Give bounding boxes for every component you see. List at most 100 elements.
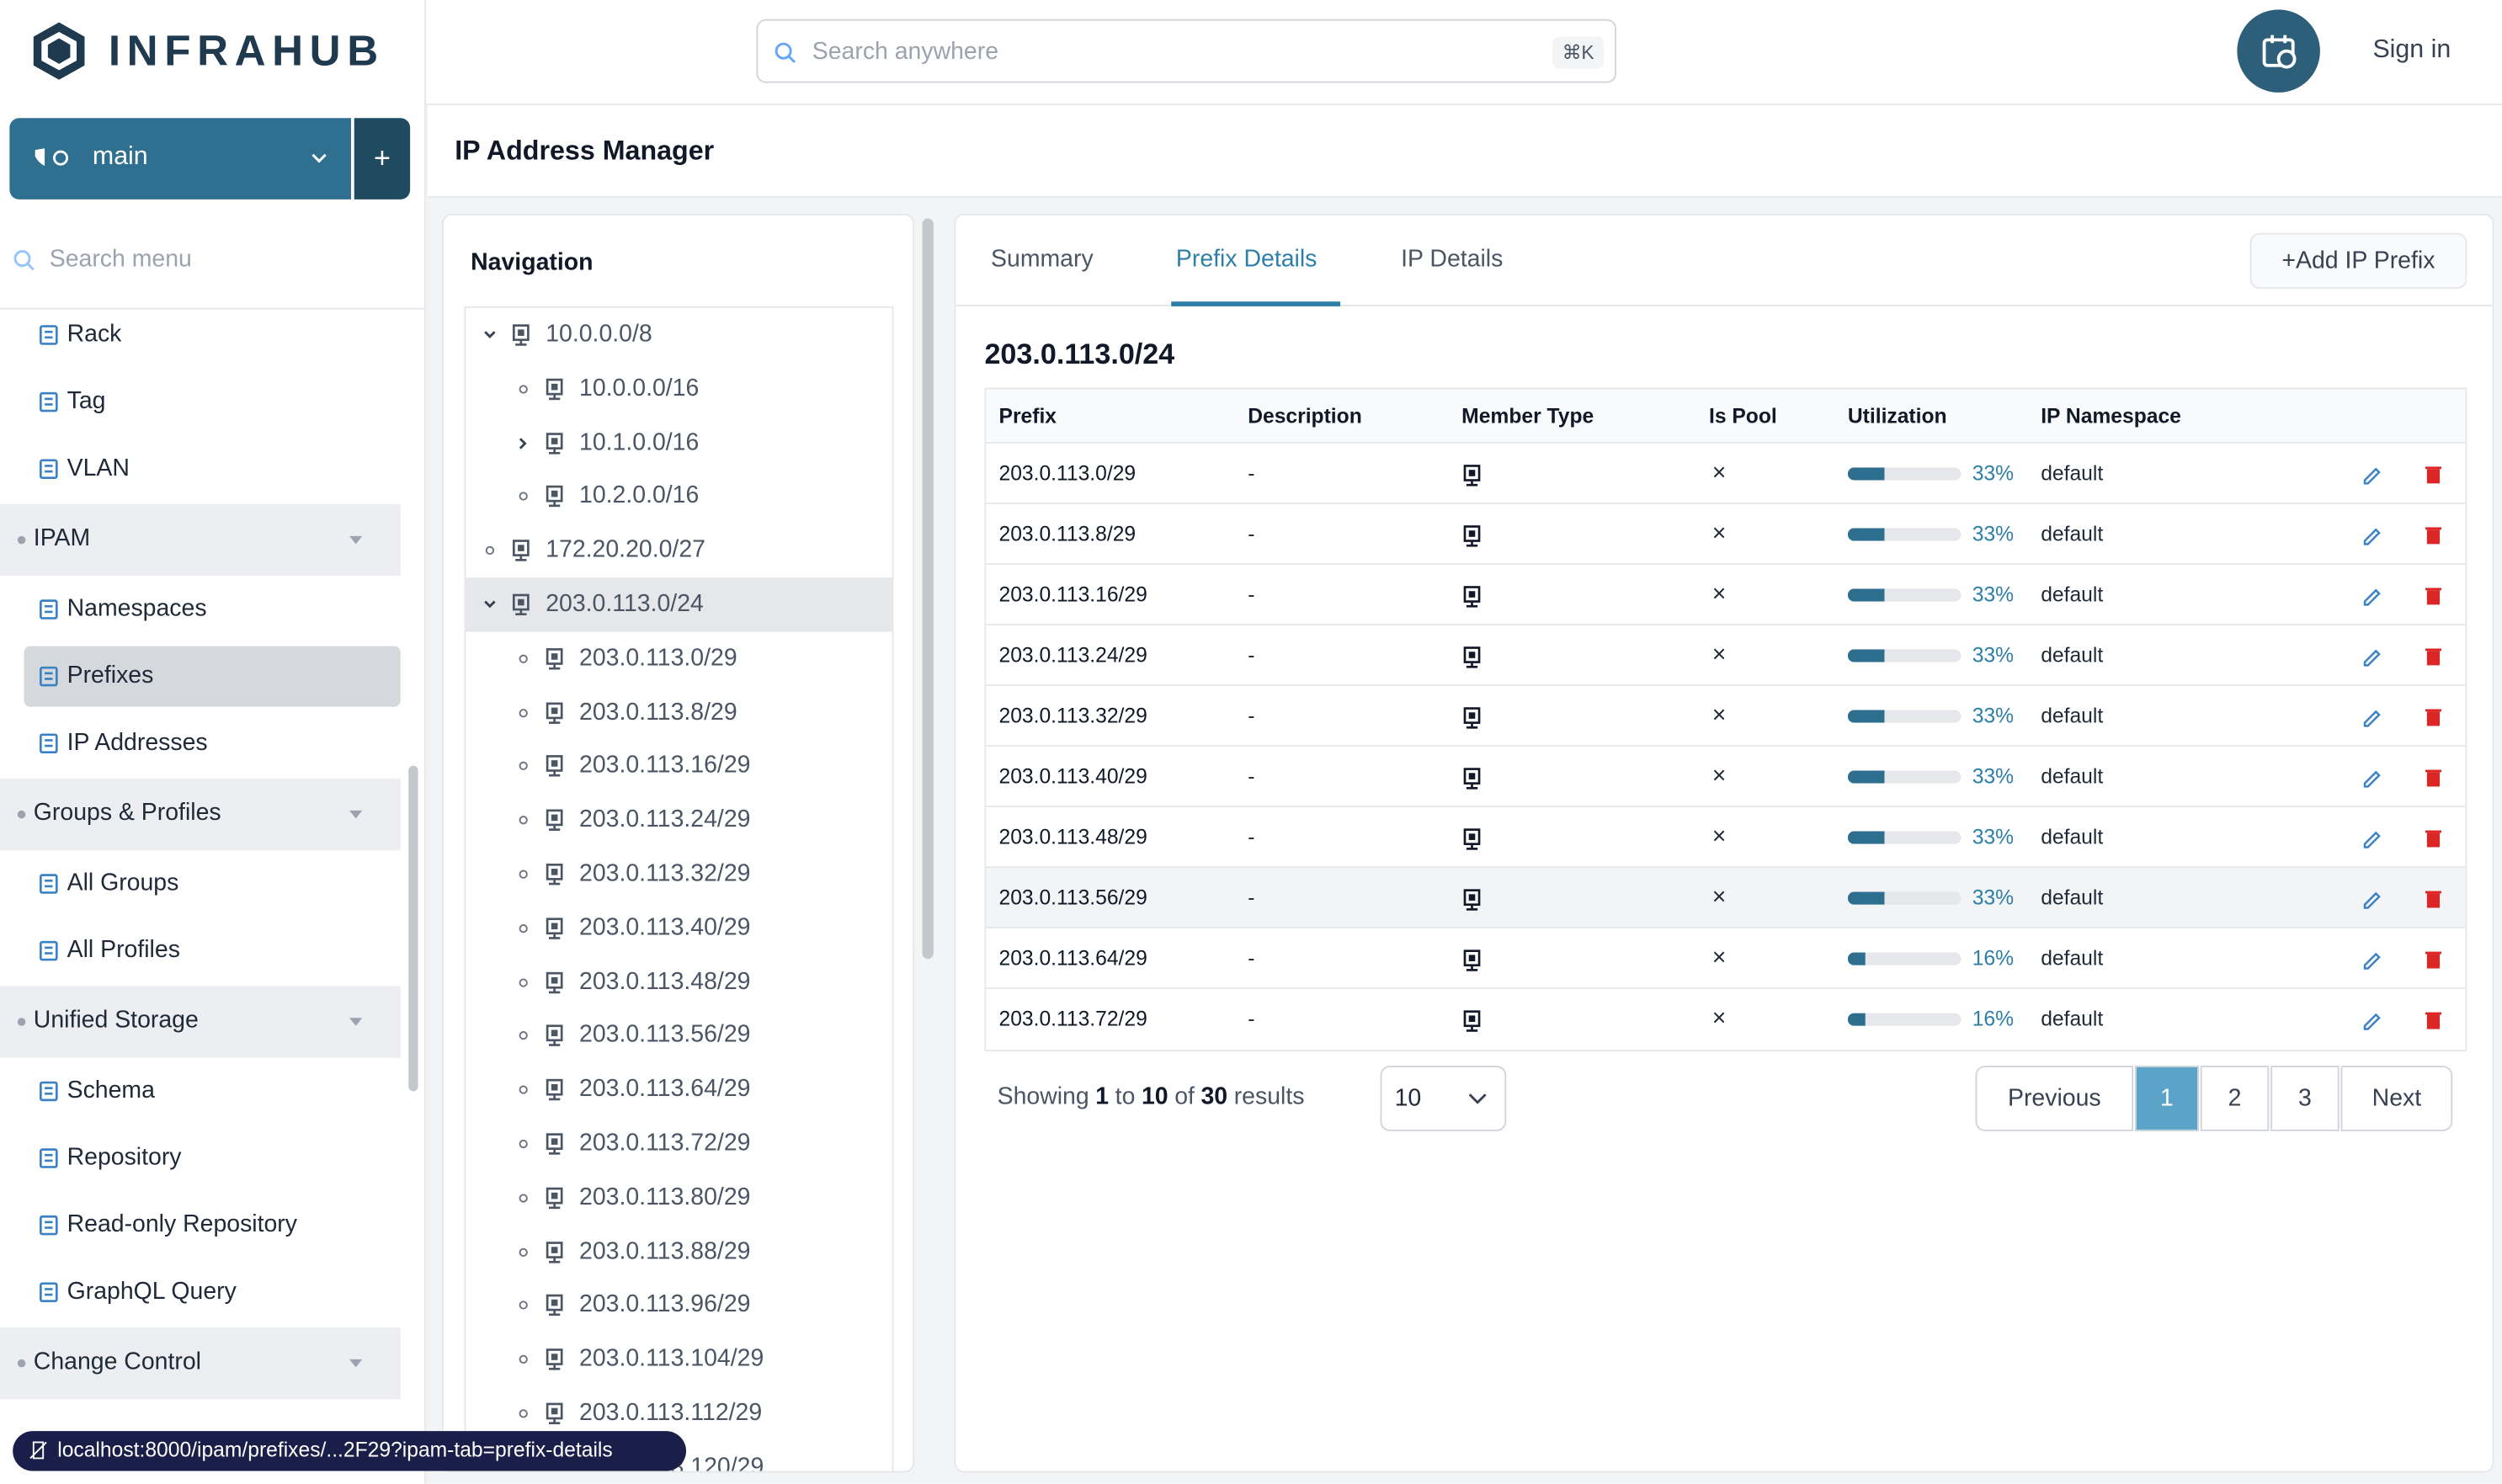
menu-item[interactable]: Namespaces	[67, 594, 207, 623]
tree-label[interactable]: 203.0.113.0/24	[546, 590, 704, 618]
menu-item[interactable]: All Profiles	[67, 936, 180, 964]
tree-label[interactable]: 203.0.113.112/29	[579, 1399, 763, 1427]
menu-icon	[38, 324, 61, 347]
tree-label[interactable]: 10.2.0.0/16	[579, 482, 700, 510]
menu-section[interactable]: Change Control	[0, 1327, 401, 1400]
tab[interactable]: IP Details	[1401, 245, 1504, 274]
tree-label[interactable]: 203.0.113.56/29	[579, 1021, 751, 1050]
delete-button[interactable]	[2424, 949, 2443, 970]
is-pool-cell: ×	[1711, 763, 1727, 790]
delete-button[interactable]	[2424, 706, 2443, 727]
menu-item[interactable]: Tag	[67, 387, 106, 415]
table-title: 203.0.113.0/24	[984, 338, 1175, 370]
delete-button[interactable]	[2424, 585, 2443, 606]
prefix-cell: 203.0.113.32/29	[998, 703, 1147, 728]
member-type-icon	[1461, 889, 1481, 911]
tree-label[interactable]: 203.0.113.72/29	[579, 1129, 751, 1157]
table-row[interactable]: 203.0.113.0/29 - × 33% default	[986, 443, 2466, 504]
branch-add[interactable]: +	[354, 118, 411, 199]
tree-label[interactable]: 10.0.0.0/16	[579, 375, 700, 402]
tree-leaf-dot	[517, 652, 530, 665]
tree-label[interactable]: 203.0.113.8/29	[579, 698, 737, 726]
summary-part: 10	[1141, 1082, 1168, 1111]
table-row[interactable]: 203.0.113.64/29 - × 16% default	[986, 928, 2466, 990]
sign-in[interactable]: Sign in	[2372, 36, 2451, 64]
calendar-button[interactable]	[2237, 9, 2320, 93]
menu-section[interactable]: Groups & Profiles	[0, 778, 401, 851]
edit-button[interactable]	[2361, 646, 2382, 667]
table-row[interactable]: 203.0.113.32/29 - × 33% default	[986, 686, 2466, 747]
edit-button[interactable]	[2361, 706, 2382, 727]
tree-label[interactable]: 203.0.113.16/29	[579, 752, 751, 779]
tree-label[interactable]: 10.0.0.0/8	[546, 320, 652, 348]
delete-button[interactable]	[2424, 888, 2443, 909]
pagination-button[interactable]: 3	[2270, 1066, 2340, 1131]
menu-item[interactable]: Repository	[67, 1144, 182, 1172]
table-row[interactable]: 203.0.113.40/29 - × 33% default	[986, 747, 2466, 808]
menu-search[interactable]: Search menu	[49, 245, 192, 274]
table-row[interactable]: 203.0.113.48/29 - × 33% default	[986, 807, 2466, 869]
menu-item[interactable]: All Groups	[67, 869, 179, 897]
tree-label[interactable]: 172.20.20.0/27	[546, 536, 705, 564]
edit-button[interactable]	[2361, 524, 2382, 545]
menu-icon	[38, 391, 61, 413]
edit-button[interactable]	[2361, 464, 2382, 485]
tree-label[interactable]: 10.1.0.0/16	[579, 428, 700, 456]
tree-label[interactable]: 203.0.113.24/29	[579, 806, 751, 833]
is-pool-cell: ×	[1711, 884, 1727, 912]
delete-button[interactable]	[2424, 827, 2443, 848]
edit-button[interactable]	[2361, 949, 2382, 970]
summary-part: of	[1174, 1082, 1195, 1111]
sidebar-scrollbar	[408, 765, 418, 1092]
delete-button[interactable]	[2424, 767, 2443, 788]
delete-button[interactable]	[2424, 464, 2443, 485]
menu-section[interactable]: IPAM	[0, 503, 401, 577]
member-type-icon	[1461, 1010, 1481, 1032]
delete-button[interactable]	[2424, 524, 2443, 545]
edit-button[interactable]	[2361, 767, 2382, 788]
menu-item[interactable]: Rack	[67, 320, 122, 348]
delete-button[interactable]	[2424, 646, 2443, 667]
member-type-icon	[1461, 949, 1481, 971]
tree-label[interactable]: 203.0.113.0/29	[579, 644, 737, 672]
tab[interactable]: Summary	[991, 245, 1094, 274]
tree-label[interactable]: 203.0.113.40/29	[579, 913, 751, 941]
edit-button[interactable]	[2361, 585, 2382, 606]
pagination-button[interactable]: Next	[2340, 1066, 2453, 1131]
menu-item[interactable]: GraphQL Query	[67, 1278, 237, 1306]
pagination-button[interactable]: Previous	[1975, 1066, 2134, 1131]
menu-item[interactable]: VLAN	[67, 455, 130, 482]
add-prefix-button[interactable]: +Add IP Prefix	[2249, 232, 2467, 290]
menu-item[interactable]: Prefixes	[67, 662, 154, 689]
pagination-button[interactable]: 2	[2200, 1066, 2270, 1131]
pagination-button[interactable]: 1	[2135, 1066, 2199, 1131]
tree-label[interactable]: 203.0.113.80/29	[579, 1183, 751, 1211]
branch-selector[interactable]: main	[9, 118, 351, 199]
menu-item[interactable]: Read-only Repository	[67, 1210, 298, 1238]
table-row[interactable]: 203.0.113.24/29 - × 33% default	[986, 625, 2466, 687]
tree-label[interactable]: 203.0.113.104/29	[579, 1345, 764, 1373]
menu-item[interactable]: Schema	[67, 1077, 155, 1104]
tree-label[interactable]: 203.0.113.32/29	[579, 859, 751, 887]
table-row[interactable]: 203.0.113.72/29 - × 16% default	[986, 989, 2466, 1051]
table-row[interactable]: 203.0.113.8/29 - × 33% default	[986, 503, 2466, 565]
tree-leaf-dot	[517, 814, 530, 827]
edit-button[interactable]	[2361, 827, 2382, 848]
utilization-label: 33%	[1972, 582, 2015, 607]
menu-section[interactable]: Unified Storage	[0, 986, 401, 1058]
search-box[interactable]: Search anywhere ⌘K	[756, 19, 1617, 83]
menu-item[interactable]: IP Addresses	[67, 729, 208, 757]
edit-button[interactable]	[2361, 1009, 2382, 1030]
table-row[interactable]: 203.0.113.16/29 - × 33% default	[986, 564, 2466, 625]
tree-label[interactable]: 203.0.113.48/29	[579, 967, 751, 995]
tree-label[interactable]: 203.0.113.96/29	[579, 1291, 751, 1319]
tree-label[interactable]: 203.0.113.88/29	[579, 1237, 751, 1265]
tree-label[interactable]: 203.0.113.64/29	[579, 1075, 751, 1104]
namespace-cell: default	[2041, 582, 2104, 607]
tab[interactable]: Prefix Details	[1175, 245, 1318, 274]
delete-button[interactable]	[2424, 1009, 2443, 1030]
edit-button[interactable]	[2361, 888, 2382, 909]
table-row[interactable]: 203.0.113.56/29 - × 33% default	[986, 868, 2466, 929]
namespace-cell: default	[2041, 642, 2104, 668]
page-size-select[interactable]: 10	[1380, 1066, 1507, 1131]
